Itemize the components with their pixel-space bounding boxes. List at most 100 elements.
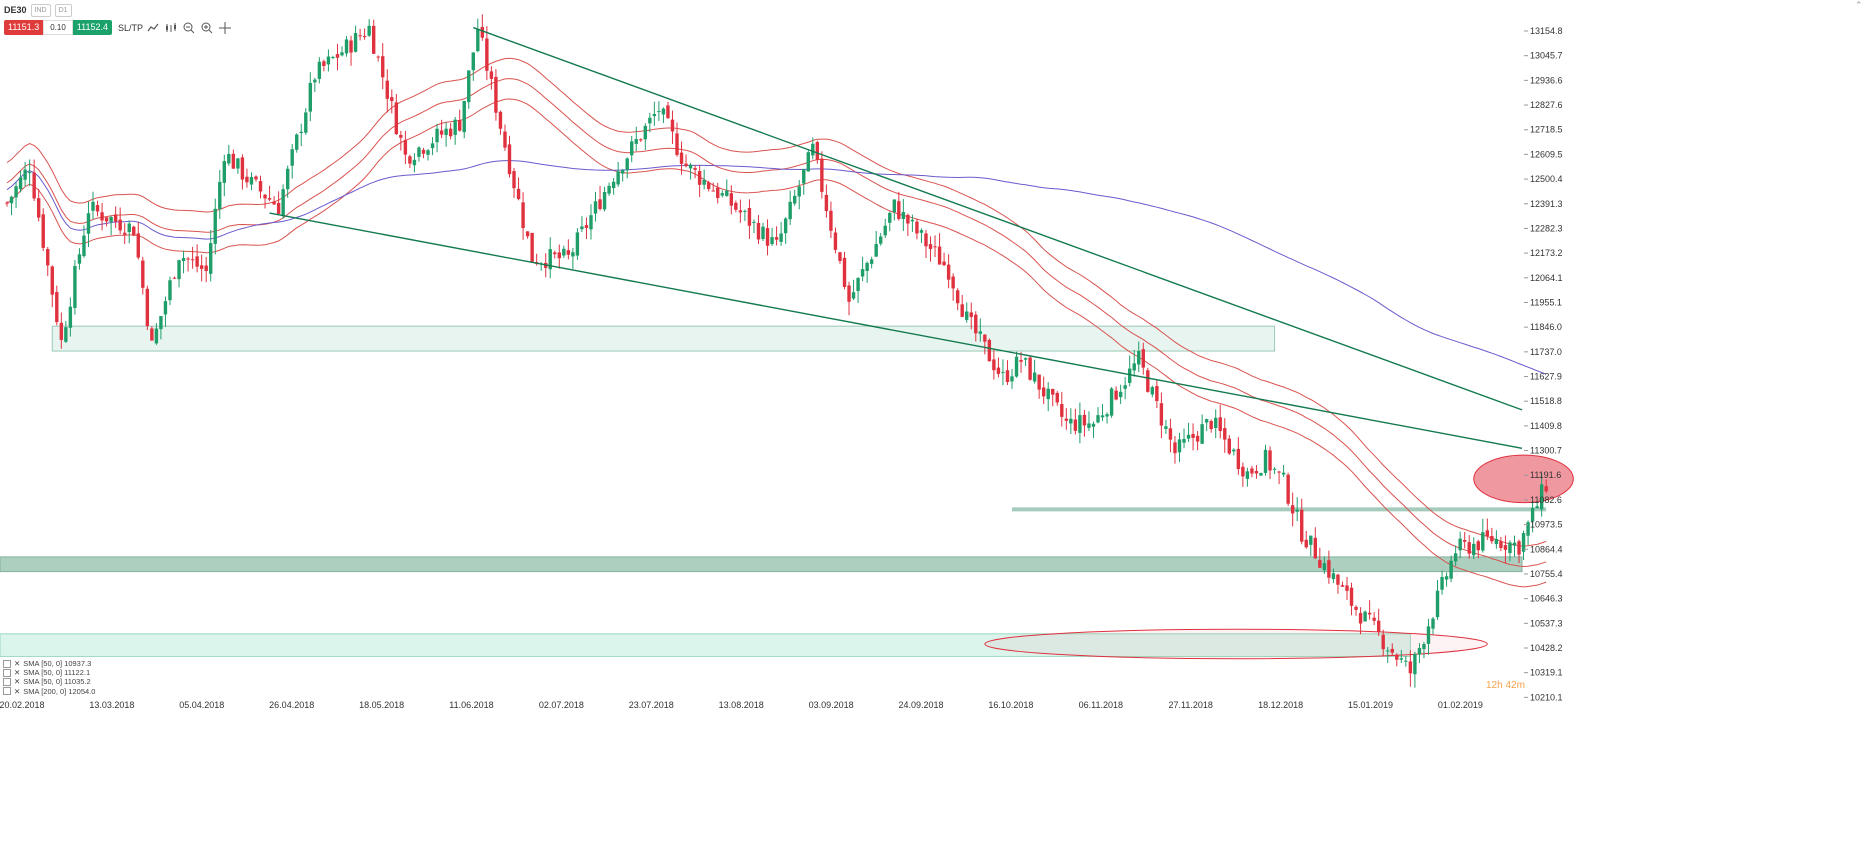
chart-settings-icon[interactable]: ⌃ (1855, 0, 1863, 10)
chart-type-icon[interactable] (163, 20, 179, 36)
candle-body (738, 210, 743, 213)
candle-body (1060, 404, 1064, 417)
candle-body (245, 176, 249, 183)
candle-body (1277, 471, 1281, 473)
time-axis: 20.02.2018 13.03.2018 05.04.2018 26.04.2018… (0, 700, 1483, 710)
candle (734, 200, 738, 213)
legend-item[interactable]: ✕ SMA [50, 0] 10937.3 (3, 659, 95, 668)
candle (399, 130, 403, 151)
candle (652, 101, 657, 126)
candle (575, 228, 580, 260)
candle-body (1354, 606, 1358, 610)
candle (376, 55, 380, 62)
candle-body (820, 158, 824, 192)
date-tick-label: 02.07.2018 (539, 700, 584, 710)
sltp-button[interactable]: SL/TP (117, 22, 143, 33)
candle (1082, 409, 1087, 437)
date-tick-label: 23.07.2018 (629, 700, 674, 710)
candle (838, 251, 842, 264)
candle-body (919, 230, 924, 233)
candle-body (168, 280, 172, 301)
candle-body (1245, 471, 1250, 479)
candle (304, 108, 308, 135)
date-tick-label: 15.01.2019 (1348, 700, 1393, 710)
price-tick-label: 10864.4 (1530, 544, 1563, 554)
candle-body (1096, 415, 1100, 423)
buy-button[interactable]: 11152.4 (72, 20, 112, 35)
candle-body (1372, 617, 1376, 621)
candle-body (1182, 438, 1186, 443)
legend-item[interactable]: ✕ SMA [50, 0] 11035.2 (3, 677, 95, 686)
support-zone-upper (51, 325, 1276, 352)
sell-button[interactable]: 11151.3 (4, 20, 44, 35)
market-dropdown[interactable]: IND (30, 3, 51, 17)
candle-body (571, 252, 575, 257)
timeframe-dropdown[interactable]: D1 (54, 3, 72, 17)
candle-body (530, 232, 534, 263)
candle-body (317, 61, 322, 79)
candle (933, 235, 937, 258)
candle (643, 123, 648, 151)
candle (1127, 355, 1132, 387)
candle (1195, 431, 1200, 451)
candle-body (358, 35, 362, 37)
candle (1277, 470, 1281, 485)
candle (1444, 572, 1449, 587)
legend-checkbox-icon[interactable] (3, 678, 11, 686)
candle-body (195, 256, 199, 267)
candle-body (489, 71, 494, 79)
price-tick-label: 12391.3 (1530, 199, 1563, 209)
candle-body (154, 328, 159, 344)
line-tool-icon[interactable] (145, 20, 161, 36)
candle (236, 157, 240, 174)
candle-body (937, 246, 942, 265)
zoom-out-icon[interactable] (181, 20, 197, 36)
candle-body (566, 250, 571, 255)
candle (14, 182, 18, 208)
crosshair-icon[interactable] (217, 20, 233, 36)
sma-envelope-mid (6, 78, 1547, 568)
candle (1177, 432, 1182, 463)
legend-item[interactable]: ✕ SMA [200, 0] 12054.0 (3, 687, 95, 696)
legend-checkbox-icon[interactable] (3, 659, 11, 668)
candle (381, 43, 385, 90)
candle-body (639, 139, 643, 141)
volume-input[interactable]: 0.10 (43, 20, 73, 35)
candle-body (258, 181, 263, 192)
candle-body (476, 29, 480, 52)
candle (276, 191, 281, 215)
candle-body (1390, 648, 1394, 653)
candle-body (1449, 560, 1453, 579)
candle (888, 211, 892, 232)
candle (1010, 369, 1014, 389)
candle-body (901, 212, 906, 219)
candle (1173, 436, 1177, 464)
legend-checkbox-icon[interactable] (3, 668, 11, 677)
date-tick-label: 11.06.2018 (449, 700, 493, 710)
candle (1051, 388, 1055, 407)
price-tick-label: 11409.8 (1530, 421, 1562, 431)
candle-body (267, 198, 272, 200)
candle (1105, 412, 1109, 424)
candle (1431, 616, 1435, 635)
candle-body (272, 201, 276, 205)
candle (747, 199, 752, 239)
candle-body (485, 38, 489, 71)
candle-body (36, 198, 41, 218)
zoom-in-icon[interactable] (199, 20, 215, 36)
candle (1318, 547, 1322, 568)
legend-checkbox-icon[interactable] (3, 687, 11, 696)
candle (1014, 351, 1019, 378)
candle (227, 144, 231, 166)
price-tick-label: 13154.8 (1530, 26, 1563, 36)
legend-item[interactable]: ✕ SMA [50, 0] 11122.1 (3, 668, 95, 677)
candle (299, 123, 303, 147)
candle-body (299, 131, 303, 133)
candle-body (1014, 356, 1019, 377)
candle (1223, 418, 1227, 453)
candle-body (774, 237, 779, 240)
candle-body (14, 186, 18, 198)
price-tick-label: 11627.9 (1530, 372, 1562, 382)
sma-envelope-lower (6, 98, 1547, 588)
